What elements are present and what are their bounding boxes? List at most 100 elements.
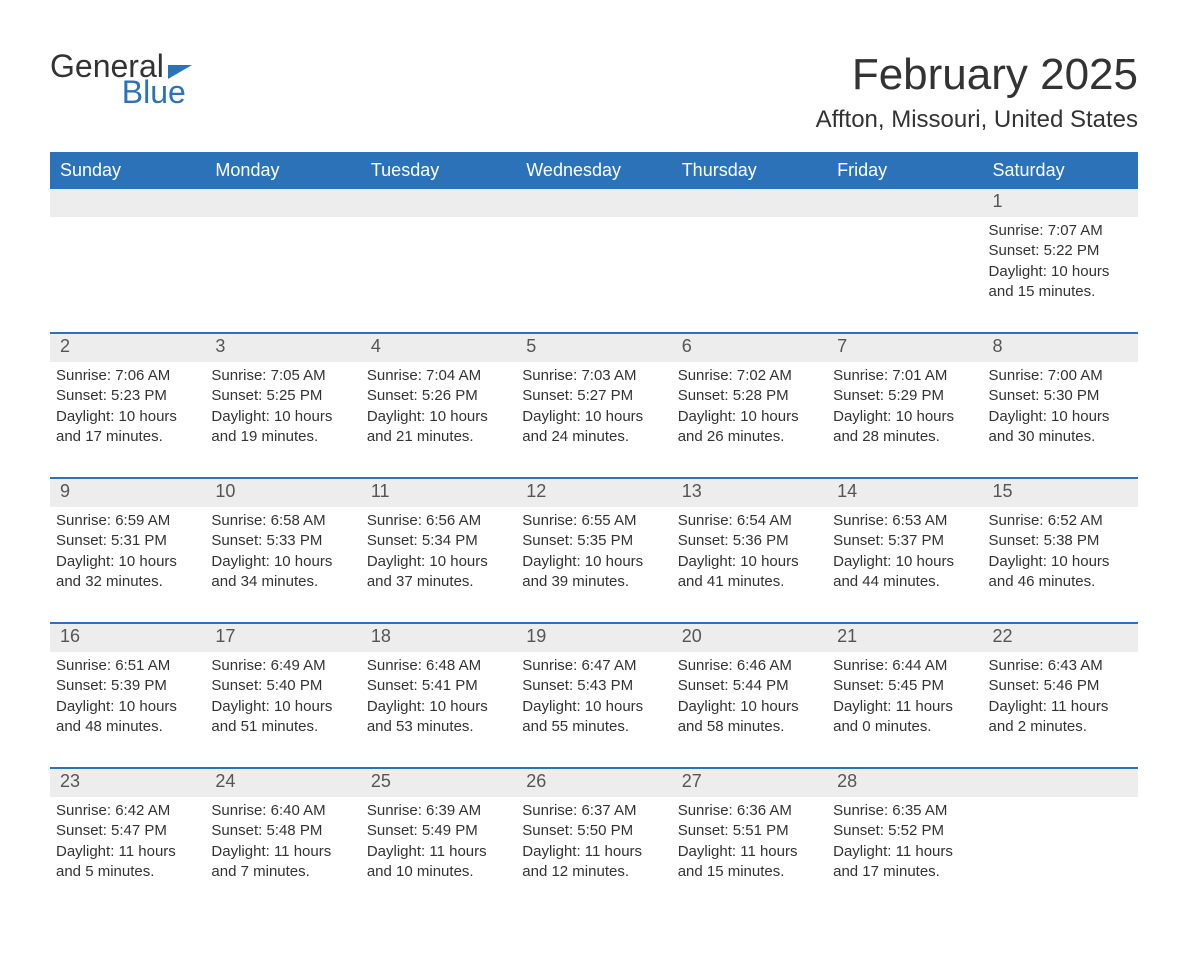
sunset-label: Sunset: 5:50 PM (522, 821, 665, 841)
day-body: Sunrise: 6:42 AMSunset: 5:47 PMDaylight:… (56, 801, 199, 882)
logo-word-2: Blue (122, 76, 186, 108)
sunset-label: Sunset: 5:22 PM (989, 241, 1132, 261)
daylight-label: Daylight: 11 hours and 15 minutes. (678, 842, 821, 883)
daylight-label: Daylight: 10 hours and 46 minutes. (989, 552, 1132, 593)
calendar-day (827, 189, 982, 332)
day-number (672, 189, 827, 217)
day-number: 5 (516, 334, 671, 362)
calendar-day: 18 Sunrise: 6:48 AMSunset: 5:41 PMDayligh… (361, 624, 516, 767)
daylight-label: Daylight: 10 hours and 53 minutes. (367, 697, 510, 738)
calendar-day: 26 Sunrise: 6:37 AMSunset: 5:50 PMDayligh… (516, 769, 671, 912)
sunrise-label: Sunrise: 7:07 AM (989, 221, 1132, 241)
day-number: 17 (205, 624, 360, 652)
sunrise-label: Sunrise: 6:40 AM (211, 801, 354, 821)
sunset-label: Sunset: 5:36 PM (678, 531, 821, 551)
day-number: 27 (672, 769, 827, 797)
dow-sunday: Sunday (50, 152, 205, 189)
day-number: 26 (516, 769, 671, 797)
sunrise-label: Sunrise: 6:37 AM (522, 801, 665, 821)
calendar-week: 16Sunrise: 6:51 AMSunset: 5:39 PMDayligh… (50, 622, 1138, 767)
day-body: Sunrise: 6:43 AMSunset: 5:46 PMDaylight:… (989, 656, 1132, 737)
sunset-label: Sunset: 5:28 PM (678, 386, 821, 406)
calendar-day: 5 Sunrise: 7:03 AMSunset: 5:27 PMDaylight… (516, 334, 671, 477)
day-number: 8 (983, 334, 1138, 362)
sunrise-label: Sunrise: 6:43 AM (989, 656, 1132, 676)
calendar-day (516, 189, 671, 332)
logo: General Blue (50, 50, 192, 108)
day-number: 20 (672, 624, 827, 652)
daylight-label: Daylight: 11 hours and 2 minutes. (989, 697, 1132, 738)
dow-monday: Monday (205, 152, 360, 189)
day-number: 24 (205, 769, 360, 797)
calendar-day: 7 Sunrise: 7:01 AMSunset: 5:29 PMDaylight… (827, 334, 982, 477)
page-title: February 2025 (816, 50, 1138, 100)
day-number: 22 (983, 624, 1138, 652)
day-number: 14 (827, 479, 982, 507)
sunrise-label: Sunrise: 7:01 AM (833, 366, 976, 386)
daylight-label: Daylight: 10 hours and 24 minutes. (522, 407, 665, 448)
sunrise-label: Sunrise: 7:03 AM (522, 366, 665, 386)
sunrise-label: Sunrise: 7:04 AM (367, 366, 510, 386)
sunset-label: Sunset: 5:46 PM (989, 676, 1132, 696)
day-number: 13 (672, 479, 827, 507)
sunrise-label: Sunrise: 6:59 AM (56, 511, 199, 531)
day-number: 3 (205, 334, 360, 362)
sunset-label: Sunset: 5:47 PM (56, 821, 199, 841)
sunset-label: Sunset: 5:26 PM (367, 386, 510, 406)
day-body: Sunrise: 6:55 AMSunset: 5:35 PMDaylight:… (522, 511, 665, 592)
day-body: Sunrise: 7:01 AMSunset: 5:29 PMDaylight:… (833, 366, 976, 447)
day-body: Sunrise: 7:03 AMSunset: 5:27 PMDaylight:… (522, 366, 665, 447)
daylight-label: Daylight: 10 hours and 41 minutes. (678, 552, 821, 593)
title-block: February 2025 Affton, Missouri, United S… (816, 50, 1138, 134)
calendar-week: 2 Sunrise: 7:06 AMSunset: 5:23 PMDaylight… (50, 332, 1138, 477)
day-number: 11 (361, 479, 516, 507)
day-number: 28 (827, 769, 982, 797)
sunset-label: Sunset: 5:23 PM (56, 386, 199, 406)
calendar-day: 3Sunrise: 7:05 AMSunset: 5:25 PMDaylight… (205, 334, 360, 477)
daylight-label: Daylight: 10 hours and 44 minutes. (833, 552, 976, 593)
calendar-day: 9Sunrise: 6:59 AMSunset: 5:31 PMDaylight… (50, 479, 205, 622)
sunrise-label: Sunrise: 6:53 AM (833, 511, 976, 531)
day-number (361, 189, 516, 217)
sunrise-label: Sunrise: 6:39 AM (367, 801, 510, 821)
day-number: 21 (827, 624, 982, 652)
day-body: Sunrise: 7:06 AMSunset: 5:23 PMDaylight:… (56, 366, 199, 447)
sunset-label: Sunset: 5:48 PM (211, 821, 354, 841)
day-number (516, 189, 671, 217)
sunrise-label: Sunrise: 6:55 AM (522, 511, 665, 531)
day-number: 18 (361, 624, 516, 652)
daylight-label: Daylight: 10 hours and 37 minutes. (367, 552, 510, 593)
sunset-label: Sunset: 5:30 PM (989, 386, 1132, 406)
daylight-label: Daylight: 10 hours and 26 minutes. (678, 407, 821, 448)
day-body: Sunrise: 6:40 AMSunset: 5:48 PMDaylight:… (211, 801, 354, 882)
sunset-label: Sunset: 5:39 PM (56, 676, 199, 696)
sunrise-label: Sunrise: 6:49 AM (211, 656, 354, 676)
sunset-label: Sunset: 5:51 PM (678, 821, 821, 841)
sunset-label: Sunset: 5:27 PM (522, 386, 665, 406)
day-number: 2 (50, 334, 205, 362)
calendar-day: 17 Sunrise: 6:49 AMSunset: 5:40 PMDayligh… (205, 624, 360, 767)
sunset-label: Sunset: 5:33 PM (211, 531, 354, 551)
day-number: 23 (50, 769, 205, 797)
calendar-day: 27Sunrise: 6:36 AMSunset: 5:51 PMDayligh… (672, 769, 827, 912)
calendar-day: 2 Sunrise: 7:06 AMSunset: 5:23 PMDaylight… (50, 334, 205, 477)
calendar-day: 22 Sunrise: 6:43 AMSunset: 5:46 PMDayligh… (983, 624, 1138, 767)
daylight-label: Daylight: 10 hours and 51 minutes. (211, 697, 354, 738)
calendar-day: 15Sunrise: 6:52 AMSunset: 5:38 PMDayligh… (983, 479, 1138, 622)
daylight-label: Daylight: 10 hours and 17 minutes. (56, 407, 199, 448)
sunrise-label: Sunrise: 6:51 AM (56, 656, 199, 676)
sunrise-label: Sunrise: 6:47 AM (522, 656, 665, 676)
dow-wednesday: Wednesday (516, 152, 671, 189)
day-body: Sunrise: 6:37 AMSunset: 5:50 PMDaylight:… (522, 801, 665, 882)
day-number (827, 189, 982, 217)
daylight-label: Daylight: 11 hours and 10 minutes. (367, 842, 510, 883)
day-body: Sunrise: 6:48 AMSunset: 5:41 PMDaylight:… (367, 656, 510, 737)
calendar-day: 6Sunrise: 7:02 AMSunset: 5:28 PMDaylight… (672, 334, 827, 477)
sunset-label: Sunset: 5:40 PM (211, 676, 354, 696)
calendar-day: 24 Sunrise: 6:40 AMSunset: 5:48 PMDayligh… (205, 769, 360, 912)
calendar-day: 4Sunrise: 7:04 AMSunset: 5:26 PMDaylight… (361, 334, 516, 477)
day-number: 7 (827, 334, 982, 362)
calendar-day: 8Sunrise: 7:00 AMSunset: 5:30 PMDaylight… (983, 334, 1138, 477)
daylight-label: Daylight: 10 hours and 30 minutes. (989, 407, 1132, 448)
calendar-week: 9Sunrise: 6:59 AMSunset: 5:31 PMDaylight… (50, 477, 1138, 622)
